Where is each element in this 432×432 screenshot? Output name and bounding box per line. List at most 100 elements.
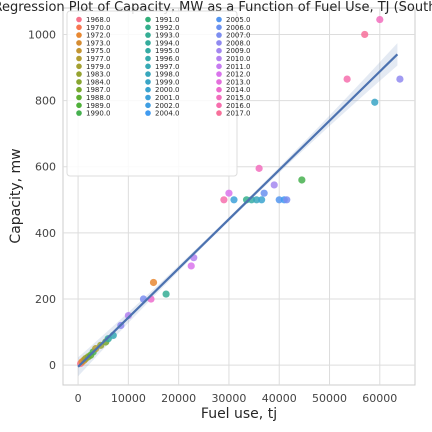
legend-label: 1984.0 [86, 78, 111, 86]
y-axis-label: Capacity, mw [8, 148, 24, 243]
legend-label: 1983.0 [86, 71, 111, 79]
data-point [298, 176, 306, 184]
data-point [260, 189, 268, 197]
legend-marker [145, 63, 151, 70]
legend-marker [76, 55, 82, 62]
y-tick-label: 600 [35, 161, 56, 174]
legend-marker [145, 32, 151, 38]
data-point [162, 290, 170, 298]
legend-label: 1995.0 [155, 47, 180, 55]
legend-marker [216, 40, 222, 46]
y-tick-label: 0 [49, 359, 56, 372]
legend-label: 2005.0 [226, 16, 251, 24]
legend-label: 1979.0 [86, 63, 111, 71]
legend-label: 1973.0 [86, 39, 111, 47]
legend-label: 1990.0 [86, 110, 111, 118]
legend-marker [216, 47, 222, 54]
legend-marker [216, 110, 222, 116]
data-point [149, 278, 158, 287]
legend-label: 2008.0 [226, 39, 251, 47]
data-point [283, 196, 291, 204]
legend-marker [145, 55, 151, 62]
legend-marker [145, 110, 151, 116]
x-tick-label: 30000 [211, 392, 246, 405]
y-tick-label: 400 [35, 227, 56, 240]
legend-label: 2016.0 [226, 102, 251, 110]
legend-marker [216, 63, 222, 70]
legend-label: 1987.0 [86, 86, 111, 94]
data-point [230, 196, 238, 204]
x-axis-label: Fuel use, tj [201, 406, 277, 422]
data-point [225, 189, 233, 197]
legend-marker [145, 24, 151, 31]
legend-label: 1972.0 [86, 32, 111, 40]
x-tick-label: 20000 [161, 392, 196, 405]
legend-label: 1977.0 [86, 55, 111, 63]
data-point [361, 30, 369, 39]
legend-marker [145, 40, 151, 46]
legend-marker [216, 86, 222, 93]
legend-label: 1994.0 [155, 39, 180, 47]
legend-label: 2006.0 [226, 24, 251, 32]
data-point [258, 196, 266, 204]
legend-marker [76, 94, 82, 101]
legend-label: 1988.0 [86, 94, 111, 102]
y-tick-label: 800 [35, 95, 56, 108]
legend-label: 2017.0 [226, 110, 251, 118]
legend-label: 1997.0 [155, 63, 180, 71]
legend-marker [145, 16, 151, 23]
legend-label: 1991.0 [155, 16, 180, 24]
y-tick-labels: 0 200 400 600 800 1000 [28, 28, 56, 372]
legend-label: 2004.0 [155, 110, 180, 118]
legend-marker [145, 79, 151, 85]
legend-marker [216, 16, 222, 23]
legend-marker [76, 63, 82, 70]
legend-label: 2002.0 [155, 102, 180, 110]
legend-marker [216, 55, 222, 62]
legend-marker [216, 71, 222, 77]
legend-label: 2015.0 [226, 94, 251, 102]
legend-marker [76, 32, 82, 38]
legend-label: 2011.0 [226, 63, 251, 71]
regression-line-group [77, 53, 399, 368]
legend-label: 2001.0 [155, 94, 180, 102]
data-point [255, 164, 263, 172]
legend: 1968.01970.01972.01973.01975.01977.01979… [66, 10, 251, 177]
x-tick-labels: 0 10000 20000 30000 40000 50000 60000 [75, 392, 398, 405]
legend-label: 2012.0 [226, 71, 251, 79]
data-point [275, 196, 283, 204]
legend-marker [76, 24, 82, 31]
legend-marker [76, 110, 82, 116]
x-tick-label: 60000 [362, 392, 397, 405]
legend-marker [145, 47, 151, 54]
legend-label: 1968.0 [86, 16, 111, 24]
legend-label: 2009.0 [226, 47, 251, 55]
legend-marker [76, 86, 82, 93]
data-point [220, 196, 228, 204]
legend-marker [76, 16, 82, 23]
legend-marker [145, 94, 151, 101]
data-point [343, 75, 351, 83]
x-tick-label: 10000 [111, 392, 146, 405]
y-tick-label: 200 [35, 293, 56, 306]
data-point [396, 75, 404, 83]
legend-label: 1998.0 [155, 71, 180, 79]
legend-label: 2000.0 [155, 86, 180, 94]
legend-label: 1970.0 [86, 24, 111, 32]
legend-label: 1999.0 [155, 78, 180, 86]
legend-marker [145, 102, 151, 109]
legend-marker [216, 24, 222, 31]
legend-label: 1992.0 [155, 24, 180, 32]
data-point [371, 98, 379, 106]
x-tick-label: 0 [75, 392, 82, 405]
x-tick-label: 50000 [312, 392, 347, 405]
data-point [376, 15, 384, 24]
legend-marker [216, 94, 222, 101]
legend-label: 1989.0 [86, 102, 111, 110]
data-point [187, 262, 195, 270]
legend-marker [76, 47, 82, 54]
legend-marker [216, 79, 222, 85]
legend-frame [66, 10, 238, 177]
regression-line [77, 53, 399, 368]
